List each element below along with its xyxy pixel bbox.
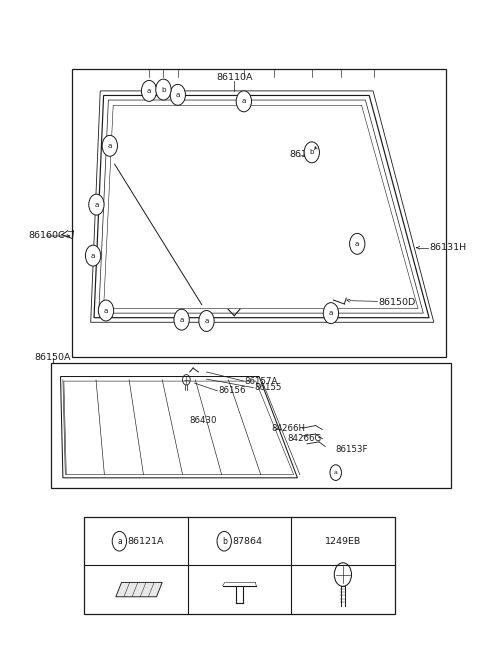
- Text: 86110A: 86110A: [216, 73, 252, 83]
- Text: 86157A: 86157A: [245, 377, 278, 386]
- Text: a: a: [355, 241, 360, 247]
- Text: a: a: [329, 310, 333, 316]
- Circle shape: [199, 310, 214, 331]
- Text: 86160C: 86160C: [28, 231, 65, 240]
- Circle shape: [112, 531, 127, 551]
- Polygon shape: [116, 582, 162, 597]
- Text: a: a: [204, 318, 209, 324]
- Text: 84266G: 84266G: [287, 434, 321, 443]
- Circle shape: [174, 309, 189, 330]
- Circle shape: [304, 142, 320, 163]
- Text: 86430: 86430: [190, 416, 217, 425]
- Circle shape: [85, 245, 101, 266]
- Circle shape: [330, 465, 341, 481]
- Circle shape: [217, 531, 231, 551]
- Bar: [84, 517, 395, 614]
- Text: a: a: [176, 92, 180, 98]
- Text: a: a: [104, 307, 108, 314]
- Text: 86121A: 86121A: [128, 536, 164, 546]
- Circle shape: [236, 91, 252, 112]
- Text: a: a: [147, 88, 151, 94]
- Text: 86156: 86156: [218, 386, 246, 396]
- Text: 1249EB: 1249EB: [325, 536, 361, 546]
- Polygon shape: [94, 96, 429, 318]
- Text: b: b: [222, 536, 227, 546]
- Text: 86150D: 86150D: [378, 298, 416, 307]
- Circle shape: [89, 194, 104, 215]
- Text: 84266H: 84266H: [271, 424, 305, 434]
- Circle shape: [170, 84, 185, 105]
- Text: a: a: [180, 316, 184, 323]
- Text: a: a: [241, 98, 246, 104]
- Text: 86155: 86155: [254, 383, 282, 392]
- Text: 87864: 87864: [232, 536, 263, 546]
- Circle shape: [323, 303, 338, 324]
- Text: 86150A: 86150A: [34, 353, 71, 362]
- Text: a: a: [334, 470, 337, 475]
- Circle shape: [156, 79, 171, 100]
- Circle shape: [142, 81, 157, 102]
- Bar: [72, 69, 446, 357]
- Text: a: a: [91, 253, 95, 259]
- Text: 86115: 86115: [289, 151, 319, 159]
- Text: a: a: [108, 143, 112, 149]
- Text: a: a: [117, 536, 122, 546]
- Circle shape: [98, 300, 114, 321]
- Circle shape: [102, 136, 118, 157]
- Bar: [51, 364, 451, 487]
- Text: 86131H: 86131H: [430, 243, 467, 252]
- Text: a: a: [94, 202, 98, 208]
- Polygon shape: [60, 377, 298, 478]
- Text: b: b: [310, 149, 314, 155]
- Text: 86153F: 86153F: [336, 445, 368, 454]
- Circle shape: [349, 233, 365, 254]
- Text: b: b: [161, 86, 166, 92]
